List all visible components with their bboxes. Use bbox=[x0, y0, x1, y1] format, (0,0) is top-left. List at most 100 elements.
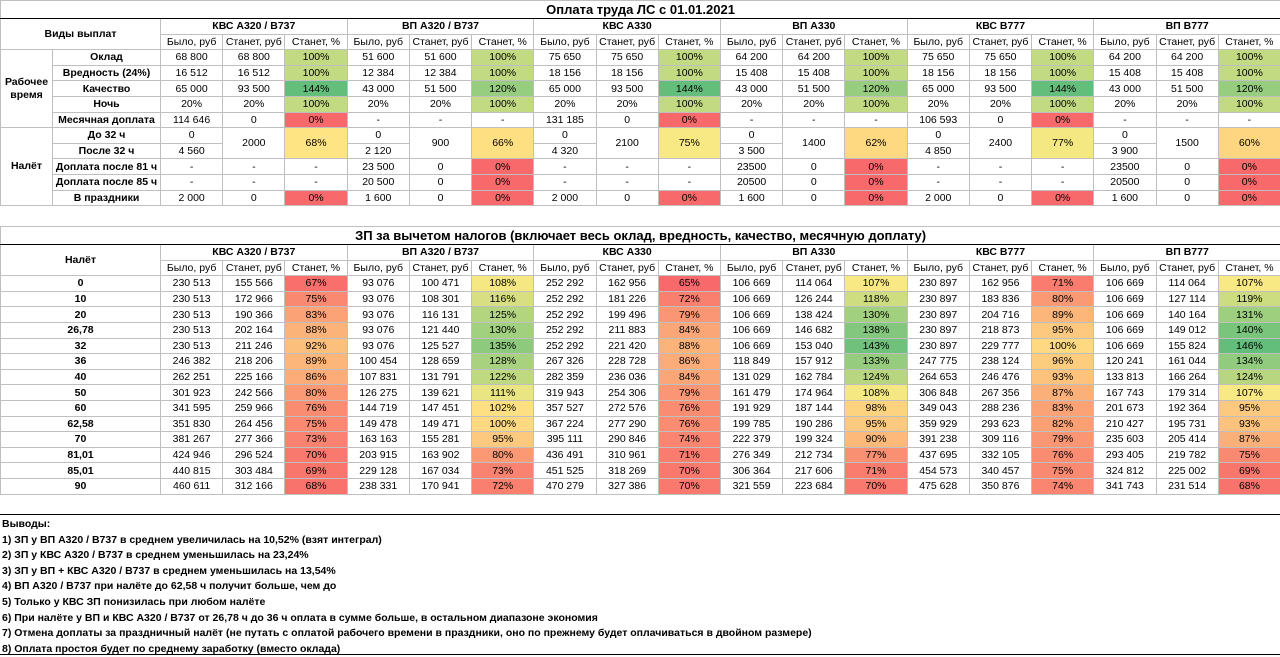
cell: 20 500 bbox=[347, 174, 409, 190]
subheader: Станет, руб bbox=[223, 34, 285, 50]
cell: 12 384 bbox=[347, 65, 409, 81]
cell: 2100 bbox=[596, 128, 658, 159]
cell: 157 912 bbox=[783, 354, 845, 370]
cell: 68 800 bbox=[223, 50, 285, 66]
subheader: Станет, % bbox=[658, 260, 720, 276]
cell: 88% bbox=[285, 322, 347, 338]
cell: 247 775 bbox=[907, 354, 969, 370]
row-label: 20 bbox=[1, 307, 161, 323]
cell: 223 684 bbox=[783, 478, 845, 494]
cell: 475 628 bbox=[907, 478, 969, 494]
cell: 211 883 bbox=[596, 322, 658, 338]
cell: 89% bbox=[285, 354, 347, 370]
cell: 77% bbox=[845, 447, 907, 463]
cell: 230 897 bbox=[907, 291, 969, 307]
cell: 73% bbox=[472, 463, 534, 479]
cell: 155 566 bbox=[223, 276, 285, 292]
cell: 0 bbox=[596, 190, 658, 206]
cell: - bbox=[720, 112, 782, 128]
cell: - bbox=[1032, 159, 1094, 175]
group-header: КВС В777 bbox=[907, 245, 1094, 261]
cell: 64 200 bbox=[783, 50, 845, 66]
subheader: Станет, руб bbox=[223, 260, 285, 276]
cell: 0 bbox=[409, 174, 471, 190]
cell: 174 964 bbox=[783, 385, 845, 401]
subheader: Станет, % bbox=[472, 34, 534, 50]
cell: 126 275 bbox=[347, 385, 409, 401]
cell: 15 408 bbox=[1156, 65, 1218, 81]
cell: 124% bbox=[845, 369, 907, 385]
cell: 86% bbox=[285, 369, 347, 385]
cell: 106 669 bbox=[1094, 307, 1156, 323]
row-label: 36 bbox=[1, 354, 161, 370]
cell: 139 621 bbox=[409, 385, 471, 401]
cell: - bbox=[285, 159, 347, 175]
cell: 133 813 bbox=[1094, 369, 1156, 385]
cell: - bbox=[1094, 112, 1156, 128]
cell: 51 500 bbox=[783, 81, 845, 97]
cell: 259 966 bbox=[223, 400, 285, 416]
subheader: Станет, % bbox=[285, 34, 347, 50]
row-label: Оклад bbox=[53, 50, 161, 66]
cell: 0 bbox=[223, 190, 285, 206]
subheader: Было, руб bbox=[161, 260, 223, 276]
row-label: После 32 ч bbox=[53, 143, 161, 159]
cell: 0% bbox=[1218, 159, 1280, 175]
cell: 306 848 bbox=[907, 385, 969, 401]
cell: 219 782 bbox=[1156, 447, 1218, 463]
cell: 340 457 bbox=[969, 463, 1031, 479]
cell: 69% bbox=[1218, 463, 1280, 479]
cell: 20% bbox=[534, 96, 596, 112]
cell: 15 408 bbox=[783, 65, 845, 81]
cell: 0 bbox=[347, 128, 409, 144]
subheader: Станет, % bbox=[1032, 34, 1094, 50]
cell: 80% bbox=[472, 447, 534, 463]
cell: 350 876 bbox=[969, 478, 1031, 494]
row-label: Вредность (24%) bbox=[53, 65, 161, 81]
cell: 90% bbox=[845, 432, 907, 448]
cell: 100% bbox=[845, 65, 907, 81]
cell: 0 bbox=[534, 128, 596, 144]
table-title: ЗП за вычетом налогов (включает весь окл… bbox=[1, 227, 1280, 245]
cell: 187 144 bbox=[783, 400, 845, 416]
cell: 120% bbox=[472, 81, 534, 97]
cell: 72% bbox=[472, 478, 534, 494]
cell: 252 292 bbox=[534, 322, 596, 338]
conclusions: Выводы:1) ЗП у ВП А320 / В737 в среднем … bbox=[0, 514, 1280, 655]
cell: 277 366 bbox=[223, 432, 285, 448]
cell: 262 251 bbox=[161, 369, 223, 385]
cell: 436 491 bbox=[534, 447, 596, 463]
cell: 106 669 bbox=[720, 276, 782, 292]
cell: 228 728 bbox=[596, 354, 658, 370]
cell: 155 824 bbox=[1156, 338, 1218, 354]
cell: 199 496 bbox=[596, 307, 658, 323]
cell: 155 281 bbox=[409, 432, 471, 448]
cell: 217 606 bbox=[783, 463, 845, 479]
cell: 0% bbox=[472, 190, 534, 206]
cell: 100% bbox=[1218, 96, 1280, 112]
cell: 230 513 bbox=[161, 322, 223, 338]
group-header: ВП В777 bbox=[1094, 19, 1280, 35]
row-label: Ночь bbox=[53, 96, 161, 112]
cell: 167 743 bbox=[1094, 385, 1156, 401]
group-header: КВС А330 bbox=[534, 19, 721, 35]
conclusion-item: 5) Только у КВС ЗП понизилась при любом … bbox=[0, 595, 1280, 611]
cell: 267 356 bbox=[969, 385, 1031, 401]
cell: 20% bbox=[347, 96, 409, 112]
subheader: Было, руб bbox=[907, 34, 969, 50]
cell: 107% bbox=[845, 276, 907, 292]
cell: 2000 bbox=[223, 128, 285, 159]
conclusion-item: 2) ЗП у КВС А320 / В737 в среднем уменьш… bbox=[0, 548, 1280, 564]
cell: - bbox=[223, 174, 285, 190]
cell: 20% bbox=[783, 96, 845, 112]
cell: 0% bbox=[472, 174, 534, 190]
